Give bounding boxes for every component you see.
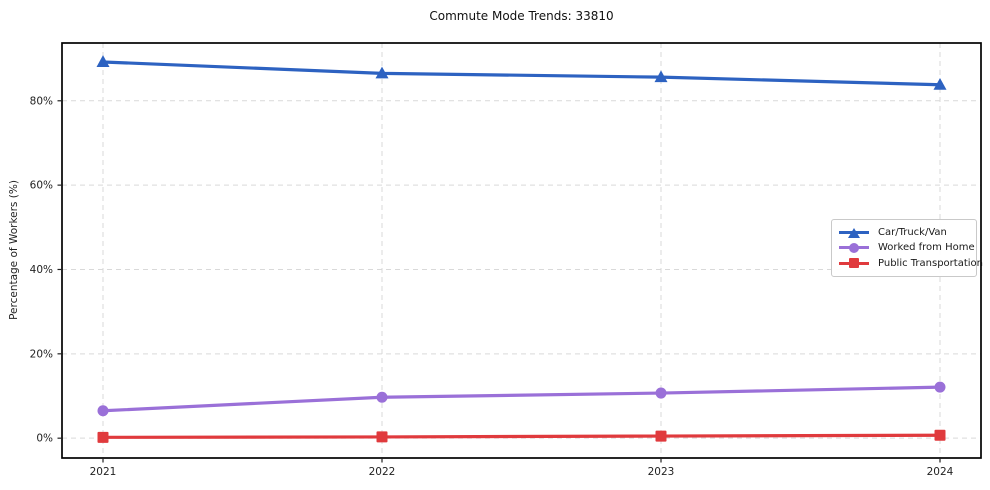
- data-point-public-transportation-2021: [97, 431, 109, 443]
- data-point-car-truck-van-2023: [654, 70, 668, 83]
- square-icon: [849, 258, 859, 269]
- legend-label: Car/Truck/Van: [878, 227, 947, 239]
- x-tick-label: 2021: [90, 466, 117, 478]
- series-line-public-transportation: [101, 433, 942, 439]
- legend-label: Public Transportation: [878, 257, 983, 269]
- legend-triangle-marker-icon: [839, 227, 869, 239]
- circle-icon: [849, 242, 859, 253]
- data-point-car-truck-van-2021: [96, 55, 110, 67]
- legend-item-public-transportation: Public Transportation: [839, 256, 983, 270]
- data-point-worked-from-home-2023: [655, 387, 667, 399]
- data-point-car-truck-van-2022: [375, 66, 389, 79]
- series-line-worked-from-home: [101, 385, 942, 413]
- data-point-worked-from-home-2021: [97, 405, 109, 417]
- x-tick-label: 2024: [927, 466, 954, 478]
- legend-item-car-truck-van: Car/Truck/Van: [839, 226, 969, 240]
- legend-circle-marker-icon: [839, 242, 869, 254]
- axes-frame: [61, 42, 982, 459]
- data-point-worked-from-home-2022: [376, 391, 388, 403]
- data-point-public-transportation-2024: [934, 429, 946, 441]
- data-point-public-transportation-2023: [655, 430, 667, 442]
- y-tick-label: 0%: [36, 433, 53, 445]
- y-tick-label: 60%: [30, 180, 53, 192]
- x-tick-label: 2023: [648, 466, 675, 478]
- data-point-worked-from-home-2024: [934, 381, 946, 393]
- data-point-public-transportation-2022: [376, 431, 388, 443]
- y-tick-label: 80%: [30, 95, 53, 107]
- x-tick-label: 2022: [369, 466, 396, 478]
- chart-title: Commute Mode Trends: 33810: [429, 9, 614, 23]
- triangle-icon: [848, 227, 860, 238]
- legend-label: Worked from Home: [878, 242, 975, 254]
- y-tick-label: 40%: [30, 264, 53, 276]
- y-tick-label: 20%: [30, 348, 53, 360]
- legend-square-marker-icon: [839, 257, 869, 269]
- legend: Car/Truck/Van Worked from Home Public Tran…: [831, 219, 983, 277]
- legend-item-worked-from-home: Worked from Home: [839, 241, 975, 255]
- data-point-car-truck-van-2024: [933, 77, 947, 90]
- series-line-car-truck-van: [101, 60, 942, 87]
